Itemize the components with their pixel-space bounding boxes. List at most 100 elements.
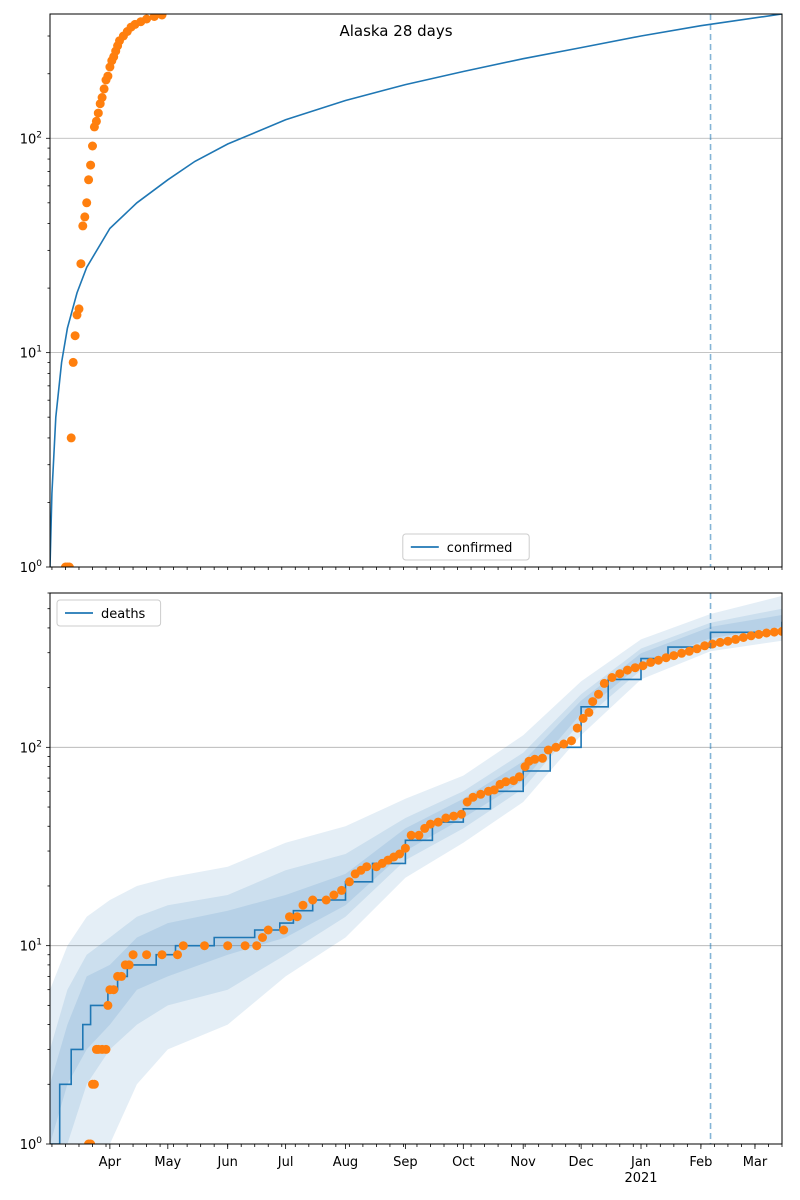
data-point: [653, 655, 663, 665]
data-point: [337, 885, 347, 895]
x-tick-label: Nov: [511, 1155, 537, 1170]
data-point: [223, 941, 233, 951]
x-tick-label: Feb: [689, 1155, 712, 1170]
data-point: [456, 809, 466, 819]
data-point: [489, 785, 499, 795]
data-point: [615, 669, 625, 679]
data-point: [708, 639, 717, 649]
legend-box: [402, 533, 530, 561]
data-point: [630, 663, 640, 673]
legend-box: [56, 599, 162, 627]
data-point: [99, 84, 109, 94]
data-point: [128, 950, 138, 960]
data-point: [78, 221, 88, 231]
data-point: [406, 830, 416, 840]
data-point: [89, 1079, 99, 1089]
chart-panel-2: 100 101 102 Apr May Jun Jul Aug Sep Oct Nov Dec Jan2…: [20, 592, 783, 1186]
data-point: [433, 817, 443, 827]
data-point: [86, 160, 96, 170]
uncertainty-bands: [50, 595, 782, 1144]
data-point: [109, 985, 119, 995]
data-point: [441, 813, 451, 823]
data-point: [777, 626, 782, 636]
x-tick-label: Jun: [217, 1155, 238, 1170]
data-point: [669, 651, 679, 661]
data-point: [285, 912, 294, 922]
data-point: [178, 941, 188, 951]
data-point: [449, 811, 459, 821]
data-point: [93, 108, 103, 118]
x-tick-label: Mar: [743, 1155, 768, 1170]
data-point: [514, 772, 524, 782]
data-point: [101, 1044, 111, 1054]
data-point: [731, 634, 741, 644]
data-point: [400, 843, 410, 853]
x-tick-label: Apr: [99, 1155, 122, 1170]
data-point: [677, 648, 687, 658]
x-tick-label: Jan: [630, 1155, 651, 1170]
data-point: [754, 629, 764, 639]
data-point: [468, 792, 478, 802]
uncertainty-band: [50, 608, 782, 1144]
data-point: [157, 14, 167, 20]
series-confirmed: [50, 14, 782, 567]
data-point: [258, 933, 267, 942]
data-point: [692, 644, 702, 654]
legend: deaths: [56, 599, 162, 627]
uncertainty-band: [50, 615, 782, 1144]
data-point: [149, 14, 159, 21]
data-point: [530, 754, 540, 764]
data-point: [476, 789, 486, 799]
data-point: [252, 941, 262, 951]
data-point: [762, 628, 771, 638]
data-point: [599, 678, 609, 688]
data-point: [76, 259, 86, 269]
plot-frame: [49, 13, 783, 568]
data-point: [68, 357, 78, 367]
plot-frame: [49, 592, 783, 1145]
x-tick-label: Sep: [393, 1155, 418, 1170]
data-point: [157, 950, 167, 960]
data-point: [263, 925, 273, 935]
data-point: [738, 633, 748, 642]
data-point: [769, 627, 779, 637]
data-point: [82, 198, 92, 208]
data-point: [200, 941, 209, 951]
x-tick-sublabel: 2021: [624, 1171, 657, 1186]
data-point: [414, 830, 424, 840]
y-tick-label: 102: [20, 130, 42, 147]
data-point: [543, 745, 553, 755]
y-tick-label: 101: [20, 938, 42, 955]
data-point: [700, 641, 710, 651]
data-point: [70, 331, 80, 341]
data-point: [723, 636, 733, 646]
data-point: [66, 433, 76, 443]
data-point: [362, 862, 372, 872]
data-point: [86, 1139, 96, 1144]
chart-panel-1: 100 101 102 Alaska 28 days confirmed: [20, 13, 783, 576]
data-point: [638, 661, 648, 671]
x-tick-label: Oct: [452, 1155, 474, 1170]
data-point: [395, 849, 405, 859]
x-tick-label: Dec: [569, 1155, 594, 1170]
data-point: [623, 665, 632, 675]
data-point: [684, 646, 694, 656]
data-point: [551, 742, 561, 752]
data-point: [142, 14, 152, 24]
series-line: [50, 14, 782, 567]
data-point: [308, 895, 318, 905]
data-point: [344, 877, 354, 887]
legend: confirmed: [402, 533, 530, 561]
data-point: [661, 653, 671, 663]
data-point: [103, 1000, 113, 1010]
data-point: [567, 736, 576, 746]
data-point: [97, 93, 107, 102]
data-point: [538, 753, 547, 763]
data-point: [117, 971, 126, 981]
data-point: [715, 637, 725, 647]
y-tick-label: 100: [20, 1136, 43, 1153]
x-tick-label: Jul: [277, 1155, 294, 1170]
data-point: [292, 912, 302, 922]
data-point: [594, 689, 603, 699]
